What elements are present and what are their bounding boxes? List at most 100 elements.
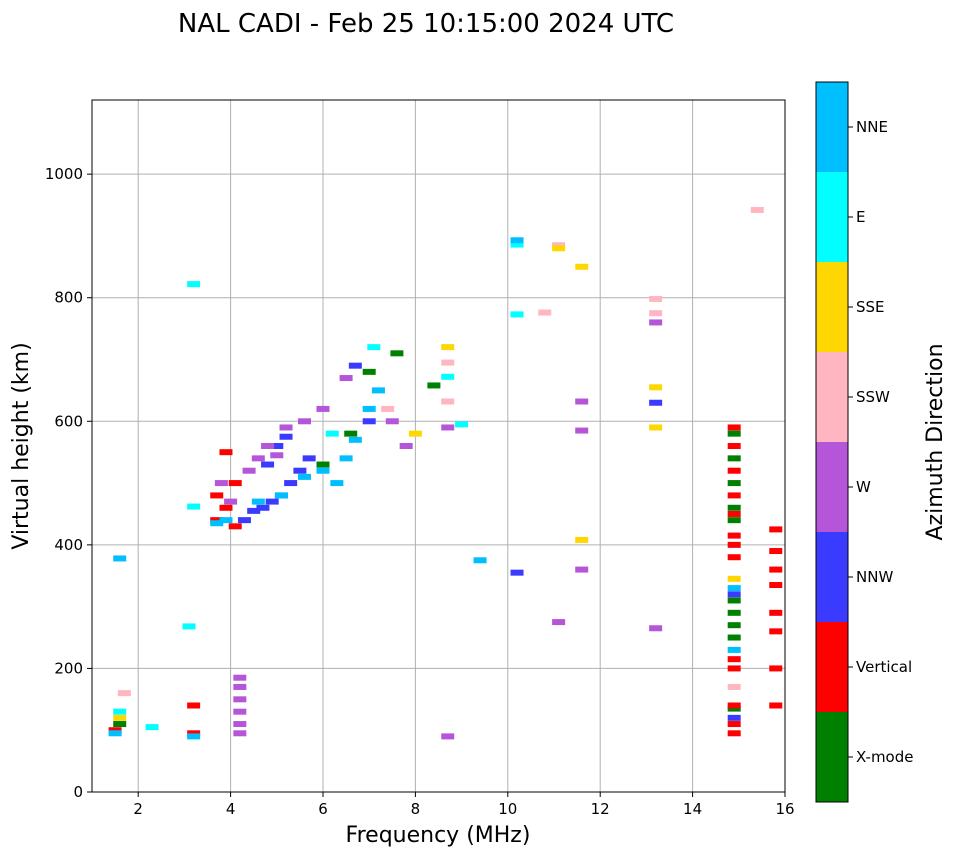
data-point xyxy=(575,536,589,543)
x-tick-label: 2 xyxy=(133,800,143,818)
colorbar-label: NNE xyxy=(856,118,888,136)
series-vertical xyxy=(108,424,783,737)
y-axis-ticks: 0 200 400 600 800 1000 xyxy=(45,165,92,801)
data-point xyxy=(769,548,783,555)
data-point xyxy=(385,418,399,425)
y-tick-label: 600 xyxy=(54,412,83,430)
data-point xyxy=(727,554,741,561)
data-point xyxy=(510,241,524,248)
data-point xyxy=(575,566,589,573)
data-point xyxy=(441,359,455,366)
data-point xyxy=(727,575,741,582)
data-point xyxy=(330,480,344,487)
data-point xyxy=(727,597,741,604)
series-x-mode xyxy=(113,350,741,728)
data-point xyxy=(265,498,279,505)
data-point xyxy=(210,517,224,524)
data-point xyxy=(270,452,284,459)
data-point xyxy=(187,702,201,709)
data-point xyxy=(339,375,353,382)
data-point xyxy=(344,430,358,437)
data-point xyxy=(348,362,362,369)
data-point xyxy=(552,619,566,626)
series-nne xyxy=(108,237,741,740)
data-point xyxy=(727,455,741,462)
colorbar-swatch xyxy=(816,172,848,262)
data-point xyxy=(727,480,741,487)
data-point xyxy=(510,311,524,318)
data-point xyxy=(214,480,228,487)
data-point xyxy=(182,623,196,630)
data-point xyxy=(727,532,741,539)
data-point xyxy=(210,492,224,499)
data-point xyxy=(316,461,330,468)
data-point xyxy=(727,424,741,431)
colorbar-swatch xyxy=(816,352,848,442)
data-point xyxy=(302,455,316,462)
data-point xyxy=(145,724,159,731)
data-point xyxy=(381,405,395,412)
data-point xyxy=(108,727,122,734)
data-point xyxy=(510,237,524,244)
data-point xyxy=(293,467,307,474)
data-point xyxy=(187,733,201,740)
data-point xyxy=(316,405,330,412)
data-point xyxy=(348,436,362,443)
data-point xyxy=(233,674,247,681)
data-point xyxy=(228,480,242,487)
data-point xyxy=(769,628,783,635)
data-point xyxy=(316,467,330,474)
data-point xyxy=(427,382,441,389)
data-point xyxy=(441,373,455,380)
data-point xyxy=(727,510,741,517)
data-point xyxy=(727,721,741,728)
data-point xyxy=(371,387,385,394)
data-point xyxy=(362,418,376,425)
data-point xyxy=(727,504,741,511)
data-point xyxy=(270,443,284,449)
data-point xyxy=(256,504,270,511)
series-e xyxy=(113,241,524,731)
data-point xyxy=(727,683,741,690)
data-point xyxy=(261,461,275,468)
data-point xyxy=(649,319,663,326)
data-point xyxy=(210,520,224,527)
data-point xyxy=(769,566,783,573)
data-point xyxy=(575,427,589,434)
data-point xyxy=(727,585,741,592)
data-point xyxy=(399,443,413,449)
data-point xyxy=(575,263,589,270)
data-point xyxy=(233,683,247,690)
series-w xyxy=(214,319,663,740)
data-point xyxy=(219,504,233,511)
colorbar-frame xyxy=(815,81,849,803)
data-point xyxy=(727,646,741,653)
x-tick-label: 8 xyxy=(411,800,421,818)
data-point xyxy=(339,455,353,462)
grid-lines xyxy=(92,100,786,793)
data-point xyxy=(727,634,741,641)
data-point xyxy=(284,480,298,487)
colorbar-label: Vertical xyxy=(856,658,912,676)
data-point xyxy=(552,245,566,252)
colorbar-label: X-mode xyxy=(856,748,913,766)
data-point xyxy=(441,398,455,405)
colorbar-label: W xyxy=(856,478,871,496)
x-tick-label: 16 xyxy=(775,800,794,818)
y-tick-label: 200 xyxy=(54,659,83,677)
data-point xyxy=(219,517,233,524)
colorbar-swatch xyxy=(816,532,848,622)
data-point xyxy=(362,405,376,412)
data-point xyxy=(233,721,247,728)
colorbar-label: NNW xyxy=(856,568,893,586)
series-sse xyxy=(113,245,741,721)
data-point xyxy=(113,714,127,721)
data-point xyxy=(575,398,589,405)
data-point xyxy=(649,399,663,406)
data-point xyxy=(510,569,524,576)
data-point xyxy=(727,656,741,663)
colorbar-swatch xyxy=(816,442,848,532)
series-ssw xyxy=(117,206,764,697)
data-point xyxy=(727,492,741,499)
